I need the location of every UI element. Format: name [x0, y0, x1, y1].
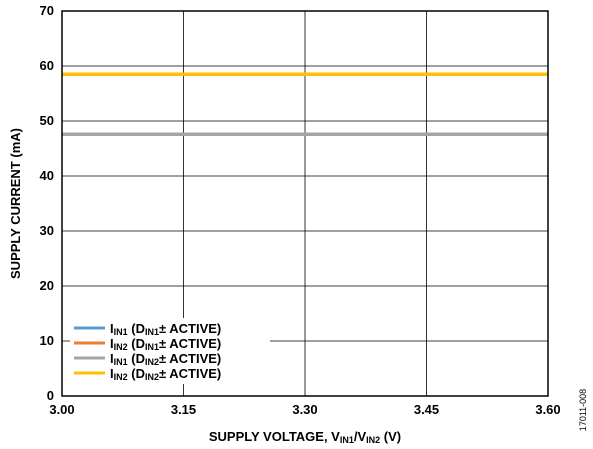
legend-label-4: IIN2 (DIN2± ACTIVE)	[110, 366, 221, 382]
legend: IIN1 (DIN1± ACTIVE)IIN2 (DIN1± ACTIVE)II…	[70, 318, 270, 384]
x-tick-label: 3.30	[292, 402, 317, 417]
y-tick-label: 70	[40, 3, 54, 18]
y-tick-label: 60	[40, 58, 54, 73]
y-tick-labels: 0 10 20 30 40 50 60 70	[40, 3, 54, 403]
x-axis-label: SUPPLY VOLTAGE, VIN1/VIN2 (V)	[209, 429, 401, 445]
x-tick-label: 3.00	[49, 402, 74, 417]
y-tick-label: 50	[40, 113, 54, 128]
y-tick-label: 0	[47, 388, 54, 403]
x-tick-labels: 3.00 3.15 3.30 3.45 3.60	[49, 402, 560, 417]
x-tick-label: 3.60	[535, 402, 560, 417]
x-tick-label: 3.45	[414, 402, 439, 417]
y-tick-label: 20	[40, 278, 54, 293]
y-tick-label: 40	[40, 168, 54, 183]
legend-label-1: IIN1 (DIN1± ACTIVE)	[110, 321, 221, 337]
series-lines	[62, 72, 548, 136]
figure-id: 17011-008	[578, 389, 588, 431]
plot-frame	[61, 10, 549, 397]
legend-label-3: IIN1 (DIN2± ACTIVE)	[110, 351, 221, 367]
legend-label-2: IIN2 (DIN1± ACTIVE)	[110, 336, 221, 352]
y-tick-label: 30	[40, 223, 54, 238]
x-tick-label: 3.15	[171, 402, 196, 417]
y-tick-label: 10	[40, 333, 54, 348]
y-axis-label: SUPPLY CURRENT (mA)	[8, 128, 23, 279]
